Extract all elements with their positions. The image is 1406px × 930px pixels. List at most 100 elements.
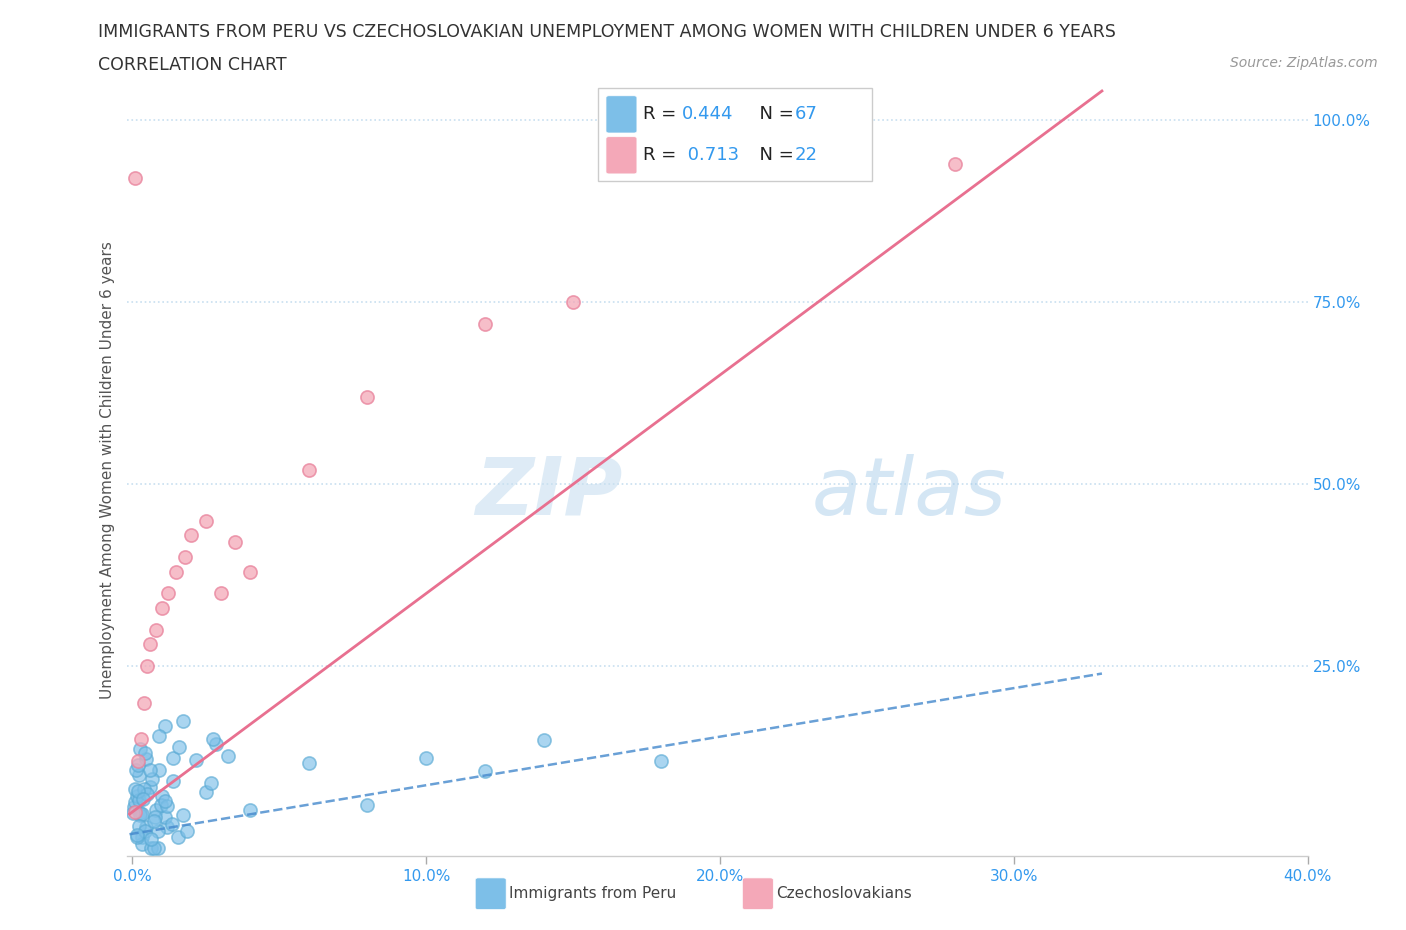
Text: 67: 67: [794, 105, 817, 124]
Point: [204, 737, 226, 751]
Point: [134, 746, 156, 761]
Point: [172, 713, 194, 728]
Point: [356, 797, 378, 812]
Point: [139, 831, 162, 846]
Text: Source: ZipAtlas.com: Source: ZipAtlas.com: [1230, 56, 1378, 70]
Point: [148, 729, 170, 744]
Point: [194, 513, 217, 528]
Y-axis label: Unemployment Among Women with Children Under 6 years: Unemployment Among Women with Children U…: [100, 241, 115, 698]
Point: [124, 781, 146, 796]
Point: [150, 601, 173, 616]
Point: [239, 803, 262, 817]
Point: [132, 781, 155, 796]
Point: [180, 527, 202, 542]
Point: [145, 622, 167, 637]
Point: [139, 841, 162, 856]
Point: [139, 763, 162, 777]
Point: [474, 764, 496, 778]
Point: [153, 793, 176, 808]
Point: [200, 776, 222, 790]
Point: [224, 535, 246, 550]
Point: [650, 753, 672, 768]
Point: [131, 837, 153, 852]
Point: [150, 789, 173, 804]
Point: [146, 841, 169, 856]
Point: [149, 797, 172, 812]
Point: [533, 733, 555, 748]
Point: [153, 809, 176, 824]
Point: [298, 755, 321, 770]
Point: [125, 789, 148, 804]
Point: [146, 823, 169, 838]
Point: [474, 316, 496, 331]
Point: [128, 767, 150, 782]
Point: [125, 828, 148, 843]
Point: [174, 550, 197, 565]
Point: [156, 586, 179, 601]
Point: [176, 824, 198, 839]
Point: [124, 804, 146, 819]
Text: R =: R =: [643, 105, 682, 124]
Point: [202, 731, 225, 746]
Point: [129, 732, 152, 747]
Point: [239, 565, 262, 579]
Point: [143, 814, 166, 829]
Point: [122, 805, 145, 820]
Text: R =: R =: [643, 146, 682, 165]
Point: [562, 295, 585, 310]
Point: [141, 772, 163, 787]
Text: N =: N =: [748, 105, 800, 124]
Text: Czechoslovakians: Czechoslovakians: [776, 886, 912, 901]
Point: [127, 758, 149, 773]
Point: [139, 780, 162, 795]
Point: [136, 786, 159, 801]
Point: [943, 156, 966, 171]
Text: ZIP: ZIP: [475, 454, 623, 532]
Point: [162, 774, 184, 789]
Point: [125, 763, 148, 777]
Text: IMMIGRANTS FROM PERU VS CZECHOSLOVAKIAN UNEMPLOYMENT AMONG WOMEN WITH CHILDREN U: IMMIGRANTS FROM PERU VS CZECHOSLOVAKIAN …: [98, 23, 1116, 41]
Point: [145, 803, 167, 817]
Point: [162, 751, 184, 765]
Point: [134, 696, 156, 711]
Point: [128, 792, 150, 807]
Point: [195, 785, 218, 800]
Point: [155, 820, 177, 835]
Text: atlas: atlas: [811, 454, 1007, 532]
Point: [131, 792, 153, 807]
Point: [129, 805, 152, 820]
Point: [160, 817, 183, 831]
Point: [356, 390, 378, 405]
Point: [124, 171, 146, 186]
Point: [209, 586, 232, 601]
Point: [124, 800, 146, 815]
Point: [124, 795, 146, 810]
Point: [166, 565, 188, 579]
Text: 0.713: 0.713: [682, 146, 740, 165]
Point: [125, 830, 148, 844]
Point: [128, 742, 150, 757]
Text: N =: N =: [748, 146, 800, 165]
Text: CORRELATION CHART: CORRELATION CHART: [98, 56, 287, 73]
Point: [128, 807, 150, 822]
Point: [298, 462, 321, 477]
Point: [217, 749, 239, 764]
Text: 0.444: 0.444: [682, 105, 734, 124]
Point: [143, 810, 166, 825]
Point: [153, 718, 176, 733]
Text: 22: 22: [794, 146, 817, 165]
Point: [128, 818, 150, 833]
Point: [167, 740, 190, 755]
Point: [127, 783, 149, 798]
Point: [131, 806, 153, 821]
Point: [415, 751, 437, 765]
Point: [131, 830, 153, 844]
Point: [148, 763, 170, 777]
Point: [139, 637, 162, 652]
Point: [184, 752, 207, 767]
Point: [166, 830, 188, 844]
Point: [134, 824, 156, 839]
Text: Immigrants from Peru: Immigrants from Peru: [509, 886, 676, 901]
Point: [127, 753, 149, 768]
Point: [135, 752, 157, 767]
